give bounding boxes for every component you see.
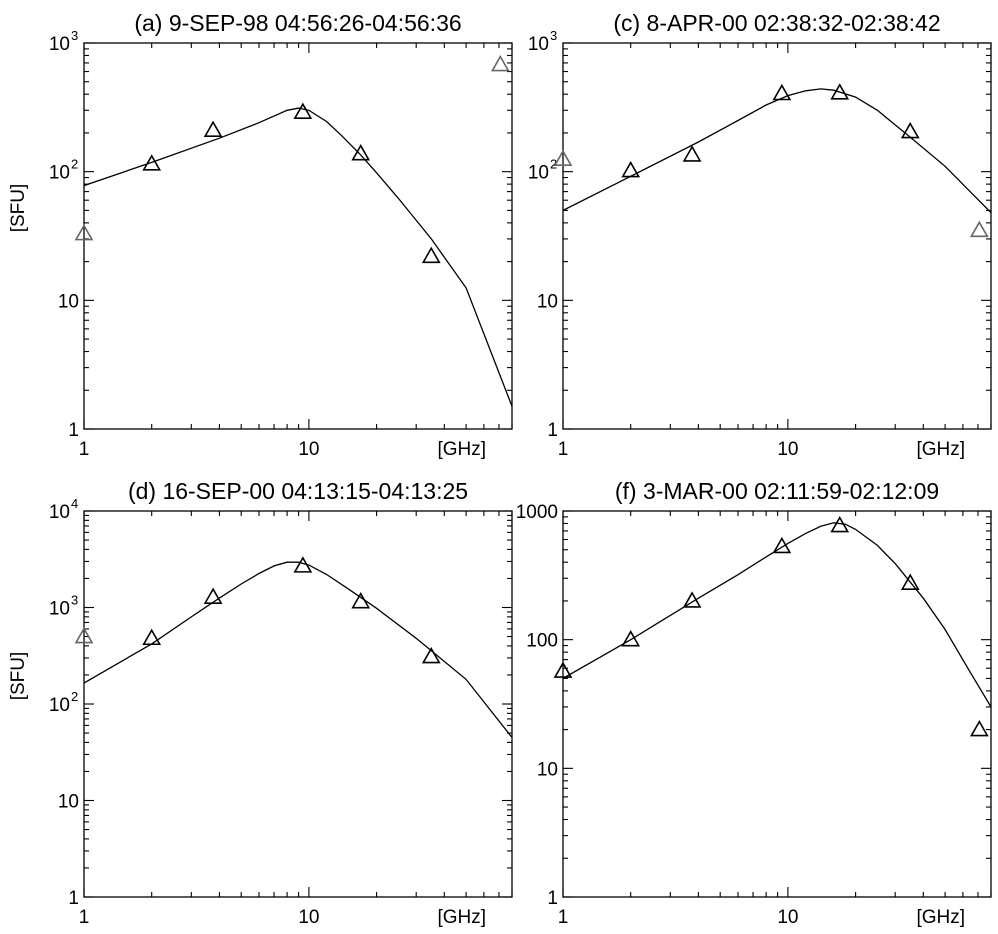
- y-tick-label: 10: [537, 759, 558, 780]
- x-axis-label: [GHz]: [916, 439, 965, 460]
- data-point-triangle: [351, 144, 371, 161]
- y-tick-label: 100: [526, 631, 558, 652]
- y-tick-label: 1: [547, 888, 558, 909]
- data-point-triangle: [621, 630, 641, 647]
- plot-frame: [83, 510, 513, 898]
- data-point-triangle: [772, 83, 792, 101]
- x-tick-label: 10: [298, 439, 319, 460]
- plot-frame: [562, 42, 992, 430]
- data-point-triangle: [203, 120, 223, 138]
- x-tick-label: 10: [777, 439, 798, 460]
- x-tick-label: 1: [558, 439, 569, 460]
- y-tick-exponent: 3: [550, 28, 557, 43]
- data-point-triangle: [621, 160, 641, 178]
- data-point-triangle: [142, 154, 162, 171]
- y-tick-exponent: 2: [550, 157, 557, 172]
- y-tick-exponent: 2: [71, 157, 78, 172]
- y-axis-label: [SFU]: [8, 652, 29, 701]
- chart-title: (c) 8-APR-00 02:38:32-02:38:42: [613, 10, 940, 36]
- y-tick-label: 10: [58, 291, 79, 312]
- data-point-triangle: [772, 536, 792, 554]
- y-tick-label: 10: [58, 792, 79, 813]
- x-tick-label: 10: [777, 907, 798, 928]
- data-point-triangle: [421, 646, 441, 664]
- data-point-triangle: [421, 246, 441, 264]
- data-point-triangle: [142, 628, 162, 646]
- y-tick-label: 1: [68, 420, 79, 441]
- x-axis-label: [GHz]: [437, 907, 486, 928]
- data-point-triangle: [830, 83, 850, 100]
- fit-curve: [563, 522, 991, 708]
- y-tick-label: 10: [528, 163, 549, 184]
- fit-curve: [84, 107, 512, 407]
- data-point-triangle: [969, 719, 989, 737]
- x-tick-label: 10: [298, 907, 319, 928]
- x-tick-label: 1: [79, 907, 90, 928]
- panel-f: (f) 3-MAR-00 02:11:59-02:12:09 1 10 100 1000…: [516, 478, 992, 928]
- data-point-triangle: [553, 661, 573, 678]
- data-point-triangle: [682, 145, 702, 162]
- chart-title: (f) 3-MAR-00 02:11:59-02:12:09: [615, 478, 939, 504]
- y-tick-label: 10: [537, 291, 558, 312]
- data-point-triangle: [900, 121, 920, 139]
- outlier-point-triangle: [74, 626, 94, 644]
- data-point-triangle: [900, 573, 920, 590]
- y-axis-label: [SFU]: [8, 184, 29, 233]
- y-tick-label: 1000: [516, 502, 558, 523]
- y-tick-label: 10: [49, 695, 70, 716]
- y-tick-label: 10: [49, 502, 70, 523]
- y-tick-label: 10: [49, 163, 70, 184]
- y-tick-exponent: 4: [71, 496, 78, 511]
- data-point-triangle: [293, 102, 313, 119]
- outlier-point-triangle: [74, 224, 94, 241]
- y-tick-label: 1: [547, 420, 558, 441]
- fit-curve: [84, 561, 512, 738]
- plot-frame: [83, 42, 513, 430]
- y-tick-label: 10: [49, 599, 70, 620]
- y-tick-exponent: 2: [71, 689, 78, 704]
- plot-frame: [562, 510, 992, 898]
- outlier-point-triangle: [490, 54, 510, 72]
- y-tick-label: 10: [528, 34, 549, 55]
- chart-title: (d) 16-SEP-00 04:13:15-04:13:25: [128, 478, 468, 504]
- x-tick-label: 1: [558, 907, 569, 928]
- outlier-point-triangle: [553, 149, 573, 166]
- y-tick-label: 1: [68, 888, 79, 909]
- x-tick-label: 1: [79, 439, 90, 460]
- outlier-point-triangle: [969, 220, 989, 238]
- fit-curve: [563, 88, 991, 214]
- data-point-triangle: [203, 587, 223, 604]
- y-tick-label: 10: [49, 34, 70, 55]
- x-axis-label: [GHz]: [916, 907, 965, 928]
- chart-title: (a) 9-SEP-98 04:56:26-04:56:36: [134, 10, 461, 36]
- x-axis-label: [GHz]: [437, 439, 486, 460]
- y-tick-exponent: 3: [71, 28, 78, 43]
- y-tick-exponent: 3: [71, 593, 78, 608]
